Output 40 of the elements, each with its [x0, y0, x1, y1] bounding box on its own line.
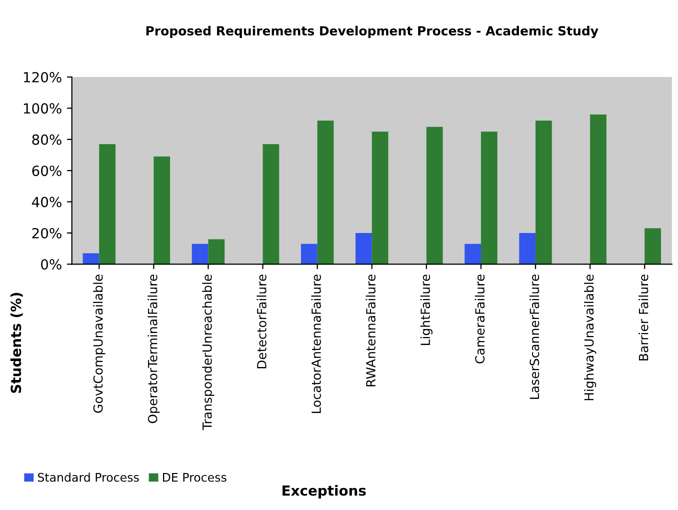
chart-title: Proposed Requirements Development Process - Academic Study: [146, 26, 598, 38]
bar: [464, 244, 481, 264]
bar: [82, 253, 100, 264]
x-tick-label: LightFailure: [420, 274, 432, 345]
x-tick-label: CameraFailure: [474, 274, 485, 364]
bar: [192, 244, 208, 264]
legend-label: Standard Process: [38, 472, 139, 482]
bar: [372, 132, 388, 264]
y-axis-title: Students (%): [10, 292, 23, 393]
y-tick-label: 100%: [24, 103, 62, 114]
bar: [208, 239, 225, 264]
y-tick-label: 60%: [32, 166, 62, 176]
bar: [644, 228, 661, 264]
bar: [300, 244, 318, 264]
bar: [536, 120, 552, 264]
bar: [590, 114, 606, 264]
bar: [262, 144, 280, 264]
y-tick-label: 80%: [32, 134, 62, 145]
bar: [426, 126, 443, 264]
bar: [356, 232, 372, 264]
x-axis-title: Exceptions: [282, 485, 366, 498]
bar: [99, 144, 116, 264]
y-tick-label: 120%: [24, 72, 62, 82]
x-tick-label: LaserScannerFailure: [529, 274, 540, 399]
x-tick-label: HighwayUnavailable: [584, 274, 596, 400]
x-tick-label: LocatorAntennaFailure: [311, 274, 321, 413]
x-tick-label: DetectorFailure: [256, 274, 266, 368]
x-tick-label: GovtCompUnavailable: [93, 274, 106, 413]
x-tick-label: OperatorTerminalFailure: [148, 274, 160, 424]
bar: [519, 232, 536, 264]
bar: [154, 156, 170, 264]
bar: [480, 132, 498, 264]
legend-label: DE Process: [163, 473, 226, 482]
x-tick-label: TransponderUnreachable: [202, 274, 214, 430]
x-tick-label: Barrier Failure: [638, 274, 648, 360]
y-tick-label: 0%: [41, 259, 62, 270]
x-tick-label: RWAntennaFailure: [366, 274, 376, 386]
bar: [317, 120, 334, 264]
y-tick-label: 40%: [32, 196, 62, 208]
y-tick-label: 20%: [32, 228, 62, 238]
